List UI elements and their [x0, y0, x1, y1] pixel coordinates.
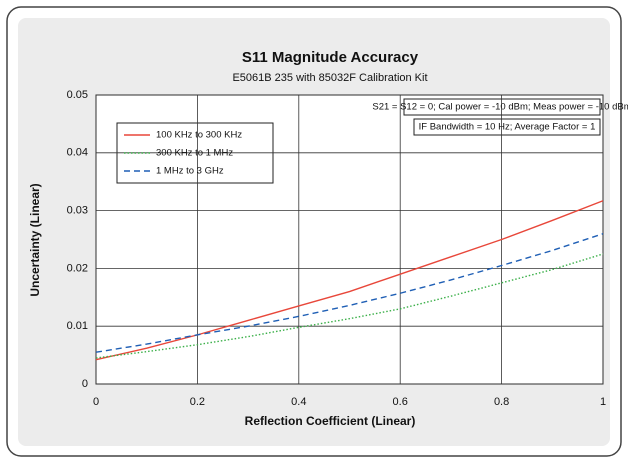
legend-label: 300 KHz to 1 MHz	[156, 148, 233, 159]
series-line	[95, 200, 604, 361]
chart-title: S11 Magnitude Accuracy	[242, 49, 419, 66]
x-tick-label: 1	[600, 396, 606, 408]
series-line	[95, 253, 604, 359]
x-tick-label: 0.6	[393, 396, 408, 408]
x-axis-label: Reflection Coefficient (Linear)	[245, 414, 416, 428]
x-tick-label: 0.2	[190, 396, 205, 408]
y-tick-label: 0.04	[67, 147, 88, 159]
y-tick-label: 0.05	[67, 89, 88, 101]
series-line	[95, 233, 604, 353]
annotation-box	[413, 118, 601, 136]
legend-label: 100 KHz to 300 KHz	[156, 130, 242, 141]
y-tick-label: 0.03	[67, 205, 88, 217]
chart-subtitle: E5061B 235 with 85032F Calibration Kit	[232, 72, 427, 84]
y-tick-label: 0.02	[67, 262, 88, 274]
legend-label: 1 MHz to 3 GHz	[156, 166, 224, 177]
x-tick-label: 0.8	[494, 396, 509, 408]
y-axis-label: Uncertainty (Linear)	[28, 183, 42, 296]
annotation: IF Bandwidth = 10 Hz; Average Factor = 1	[419, 122, 596, 133]
annotation: S21 = S12 = 0; Cal power = -10 dBm; Meas…	[372, 102, 628, 113]
x-tick-label: 0	[93, 396, 99, 408]
x-tick-label: 0.4	[291, 396, 306, 408]
y-tick-label: 0	[82, 378, 88, 390]
y-tick-label: 0.01	[67, 320, 88, 332]
